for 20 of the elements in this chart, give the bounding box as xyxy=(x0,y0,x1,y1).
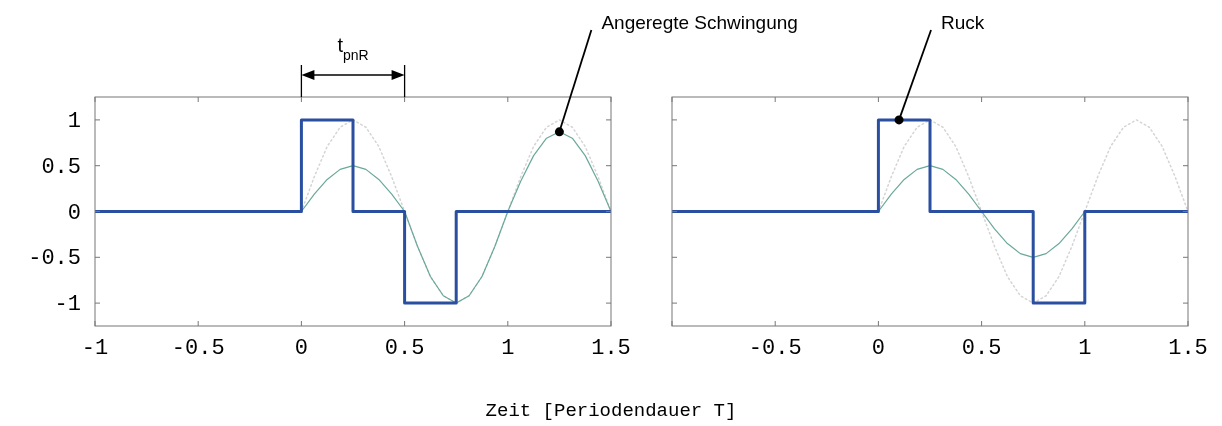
annotation: Angeregte Schwingung xyxy=(601,12,798,33)
x-tick-label: -0.5 xyxy=(171,336,225,361)
x-tick-label: 0 xyxy=(871,336,885,361)
x-tick-label: 0.5 xyxy=(384,336,425,361)
x-tick-label: 1 xyxy=(501,336,515,361)
y-tick-label: 0.5 xyxy=(41,154,81,180)
x-axis-title: Zeit [Periodendauer T] xyxy=(485,400,737,422)
x-tick-label: 0 xyxy=(294,336,308,361)
y-tick-label: -1 xyxy=(54,292,81,318)
annotation: Ruck xyxy=(941,12,985,33)
line-series xyxy=(300,119,611,304)
text: t$_{pnR}$ xyxy=(337,34,369,63)
x-tick-label: 1.5 xyxy=(591,336,631,361)
y-tick-label: 0 xyxy=(67,200,81,226)
y-tick-label: -0.5 xyxy=(28,246,81,272)
x-tick-label: 0.5 xyxy=(961,336,1002,361)
x-tick-label: -0.5 xyxy=(748,336,802,361)
y-tick-label: 1 xyxy=(67,108,81,134)
x-tick-label: 1.5 xyxy=(1168,336,1208,361)
x-tick-label: 1 xyxy=(1078,336,1092,361)
